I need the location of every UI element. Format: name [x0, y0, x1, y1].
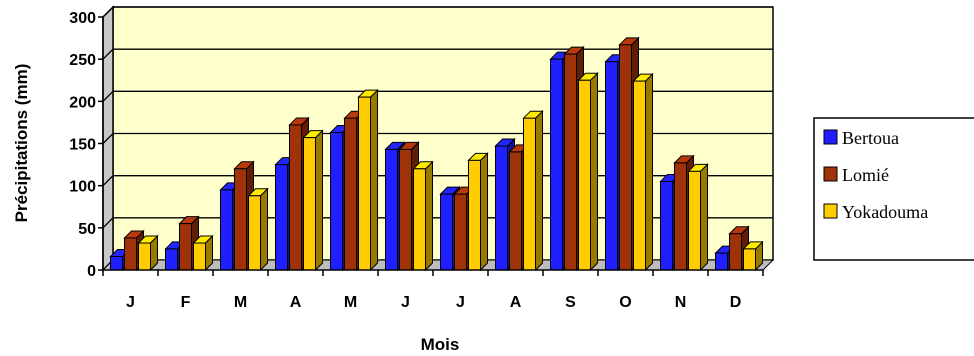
x-tick-label: F — [181, 294, 191, 311]
bar-front — [578, 79, 591, 271]
y-tick-label: 150 — [69, 137, 96, 154]
bar-front — [715, 252, 728, 271]
bar-front — [729, 233, 742, 271]
y-tick-label: 50 — [78, 221, 96, 238]
bar-front — [550, 58, 563, 271]
legend: Bertoua Lomié Yokadouma — [813, 117, 974, 261]
bar-front — [110, 256, 123, 271]
x-tick-label: M — [234, 294, 247, 311]
bar-front — [523, 117, 536, 271]
bar — [412, 160, 434, 272]
x-tick-label: N — [675, 294, 687, 311]
legend-label: Bertoua — [842, 128, 899, 148]
legend-label: Yokadouma — [842, 202, 928, 222]
bar-front — [743, 248, 756, 271]
bar-front — [674, 162, 687, 271]
y-tick-label: 0 — [87, 263, 96, 280]
bar-front — [289, 124, 302, 271]
bar-front — [660, 180, 673, 271]
bar — [357, 88, 379, 272]
bar-side — [590, 72, 598, 272]
bar-front — [303, 137, 316, 271]
bar-front — [688, 170, 701, 271]
x-axis-title: Mois — [421, 335, 460, 354]
bar-front — [358, 96, 371, 271]
x-tick-label: J — [401, 294, 410, 311]
bar-front — [564, 53, 577, 271]
bar-front — [330, 132, 343, 271]
bar-side — [425, 160, 433, 272]
y-axis-title: Précipitations (mm) — [12, 64, 31, 223]
y-tick-label: 250 — [69, 52, 96, 69]
bar-side — [260, 187, 268, 272]
bar-side — [535, 109, 543, 272]
bar-side — [645, 72, 653, 272]
y-tick-label: 100 — [69, 179, 96, 196]
y-axis-ticks: 0 50 100 150 200 250 300 — [69, 10, 103, 280]
bar-side — [370, 88, 378, 272]
bar-front — [413, 168, 426, 271]
bar-side — [480, 152, 488, 272]
gridline — [102, 6, 773, 18]
bar — [687, 163, 709, 272]
bar — [247, 187, 269, 272]
bar-front — [344, 117, 357, 271]
bar — [302, 129, 324, 272]
y-tick-label: 300 — [69, 10, 96, 27]
x-tick-label: O — [619, 294, 631, 311]
legend-label: Lomié — [842, 165, 889, 185]
legend-swatch — [823, 166, 838, 182]
plot-area — [101, 5, 775, 272]
bar-front — [605, 61, 618, 271]
bar-front — [440, 193, 453, 271]
legend-swatch — [823, 203, 838, 219]
gridline — [102, 48, 773, 60]
x-tick-label: J — [126, 294, 135, 311]
bar-front — [138, 242, 151, 271]
x-tick-label: S — [565, 294, 576, 311]
bar-front — [509, 151, 522, 271]
x-tick-label: J — [456, 294, 465, 311]
legend-box — [813, 117, 974, 261]
bar-front — [193, 242, 206, 271]
bar-front — [124, 237, 137, 271]
x-tick-label: A — [290, 294, 302, 311]
bar-front — [495, 145, 508, 271]
bar — [577, 72, 599, 272]
bar-front — [619, 44, 632, 271]
bar — [742, 240, 764, 272]
bar — [192, 234, 214, 272]
bar-front — [220, 189, 233, 271]
bar-front — [454, 193, 467, 271]
bar-front — [399, 148, 412, 271]
bar-front — [165, 248, 178, 271]
x-tick-label: M — [344, 294, 357, 311]
bar-front — [385, 148, 398, 271]
y-tick-label: 200 — [69, 94, 96, 111]
bar — [467, 152, 489, 272]
bar-front — [234, 168, 247, 271]
bar-front — [633, 80, 646, 271]
bar-front — [248, 195, 261, 271]
bar-front — [179, 223, 192, 271]
bar — [632, 72, 654, 272]
bar-side — [700, 163, 708, 272]
x-tick-label: A — [510, 294, 522, 311]
bar-front — [275, 164, 288, 271]
bar — [137, 234, 159, 272]
bar-side — [315, 129, 323, 272]
x-tick-label: D — [730, 294, 742, 311]
legend-swatch — [823, 129, 838, 145]
bar — [522, 109, 544, 272]
bar-front — [468, 159, 481, 271]
